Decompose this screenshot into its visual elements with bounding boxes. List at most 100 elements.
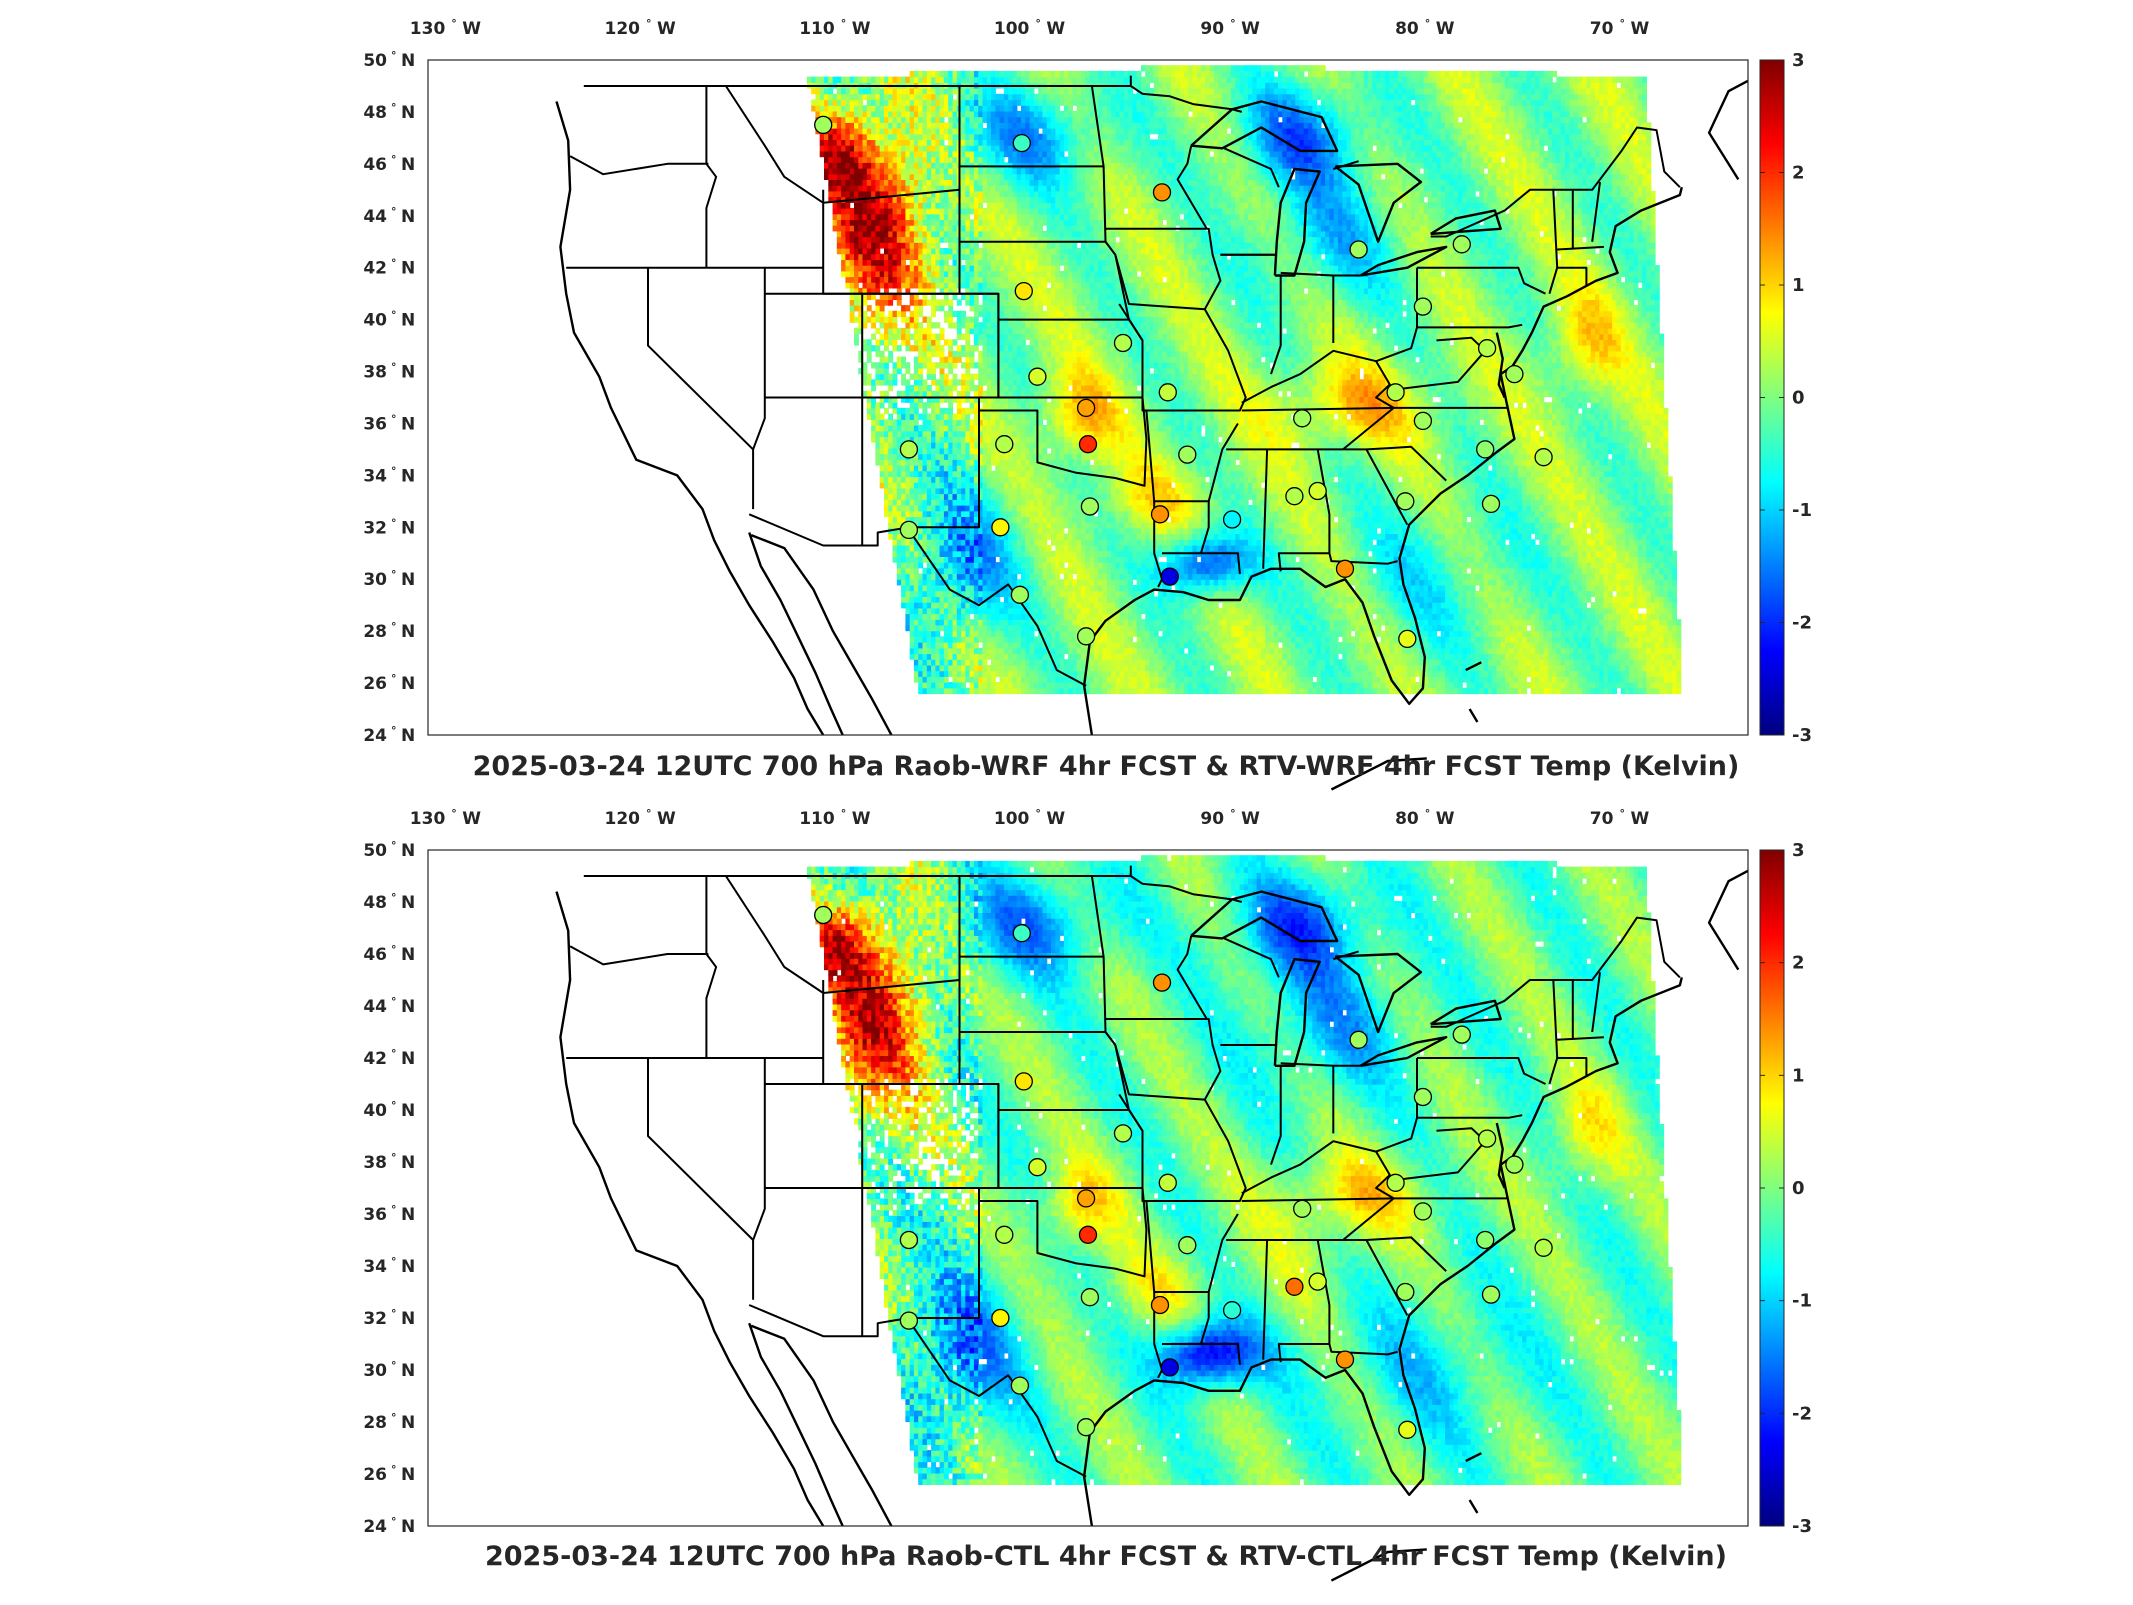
field-cell xyxy=(1008,631,1013,637)
field-cell xyxy=(1205,636,1210,642)
field-cell xyxy=(1137,556,1142,562)
field-cell xyxy=(1244,556,1249,562)
field-cell xyxy=(1282,614,1287,620)
field-cell xyxy=(991,671,996,677)
field-cell xyxy=(1398,665,1403,671)
field-cell xyxy=(1458,545,1463,551)
field-cell xyxy=(1034,602,1039,608)
field-cell xyxy=(1021,682,1026,688)
field-cell xyxy=(1128,659,1133,665)
field-cell xyxy=(1025,648,1030,654)
field-cell xyxy=(1329,648,1334,654)
field-cell xyxy=(1458,602,1463,608)
field-cell xyxy=(1244,676,1249,682)
field-cell xyxy=(1488,579,1493,585)
field-cell xyxy=(1120,642,1125,648)
latitude-value: 24 xyxy=(363,726,387,746)
field-cell xyxy=(1668,665,1673,671)
field-cell xyxy=(1497,654,1502,660)
field-cell xyxy=(970,631,975,637)
field-cell xyxy=(1120,671,1125,677)
field-cell xyxy=(897,562,902,568)
field-cell xyxy=(1051,596,1056,602)
field-cell xyxy=(1240,665,1245,671)
field-cell xyxy=(1308,671,1313,677)
field-cell xyxy=(1578,619,1583,625)
field-cell xyxy=(1222,539,1227,545)
field-cell xyxy=(1013,579,1018,585)
field-cell xyxy=(1655,579,1660,585)
field-cell xyxy=(1111,534,1116,540)
field-cell xyxy=(1171,545,1176,551)
field-cell xyxy=(1377,602,1382,608)
field-cell xyxy=(1428,659,1433,665)
field-cell xyxy=(1432,602,1437,608)
degree-symbol: ° xyxy=(646,17,652,30)
field-cell xyxy=(1248,631,1253,637)
field-cell xyxy=(1612,682,1617,688)
latitude-value: 30 xyxy=(363,570,387,590)
field-cell xyxy=(1120,568,1125,574)
field-cell xyxy=(991,659,996,665)
field-cell xyxy=(1488,688,1493,694)
field-cell xyxy=(1556,631,1561,637)
field-cell xyxy=(1248,676,1253,682)
field-cell xyxy=(1287,659,1292,665)
field-cell xyxy=(1638,556,1643,562)
field-cell xyxy=(1021,562,1026,568)
field-cell xyxy=(1497,648,1502,654)
field-cell xyxy=(1462,614,1467,620)
field-cell xyxy=(1312,671,1317,677)
field-cell xyxy=(1347,642,1352,648)
field-cell xyxy=(1180,665,1185,671)
field-cell xyxy=(1634,659,1639,665)
field-cell xyxy=(1599,671,1604,677)
field-cell xyxy=(1646,551,1651,557)
field-cell xyxy=(1368,665,1373,671)
field-cell xyxy=(1471,591,1476,597)
field-cell xyxy=(1008,556,1013,562)
field-cell xyxy=(1501,562,1506,568)
field-cell xyxy=(1008,602,1013,608)
field-cell xyxy=(1668,585,1673,591)
field-cell xyxy=(1278,619,1283,625)
field-cell xyxy=(1132,665,1137,671)
field-cell xyxy=(1021,636,1026,642)
field-cell xyxy=(1205,614,1210,620)
longitude-value: 110 xyxy=(799,19,835,39)
field-cell xyxy=(1064,534,1069,540)
field-cell xyxy=(957,539,962,545)
field-cell xyxy=(1227,556,1232,562)
field-cell xyxy=(1497,608,1502,614)
field-cell xyxy=(1604,676,1609,682)
field-cell xyxy=(1068,648,1073,654)
field-cell xyxy=(1625,574,1630,580)
field-cell xyxy=(1167,608,1172,614)
field-cell xyxy=(1291,585,1296,591)
field-cell xyxy=(974,579,979,585)
field-cell xyxy=(1604,614,1609,620)
field-cell xyxy=(1428,562,1433,568)
field-cell xyxy=(978,671,983,677)
field-cell xyxy=(1509,562,1514,568)
field-cell xyxy=(978,551,983,557)
field-cell xyxy=(1137,665,1142,671)
field-cell xyxy=(1599,659,1604,665)
field-cell xyxy=(1556,671,1561,677)
field-cell xyxy=(1411,579,1416,585)
latitude-value: 32 xyxy=(363,518,387,538)
field-cell xyxy=(1214,562,1219,568)
field-cell xyxy=(1338,602,1343,608)
field-cell xyxy=(1145,654,1150,660)
field-cell xyxy=(1659,631,1664,637)
field-cell xyxy=(1167,614,1172,620)
field-cell xyxy=(1218,665,1223,671)
field-cell xyxy=(1475,642,1480,648)
field-cell xyxy=(1042,596,1047,602)
field-cell xyxy=(1304,591,1309,597)
field-cell xyxy=(1282,625,1287,631)
field-cell xyxy=(1548,551,1553,557)
field-cell xyxy=(1094,534,1099,540)
field-cell xyxy=(1085,539,1090,545)
field-cell xyxy=(1389,642,1394,648)
